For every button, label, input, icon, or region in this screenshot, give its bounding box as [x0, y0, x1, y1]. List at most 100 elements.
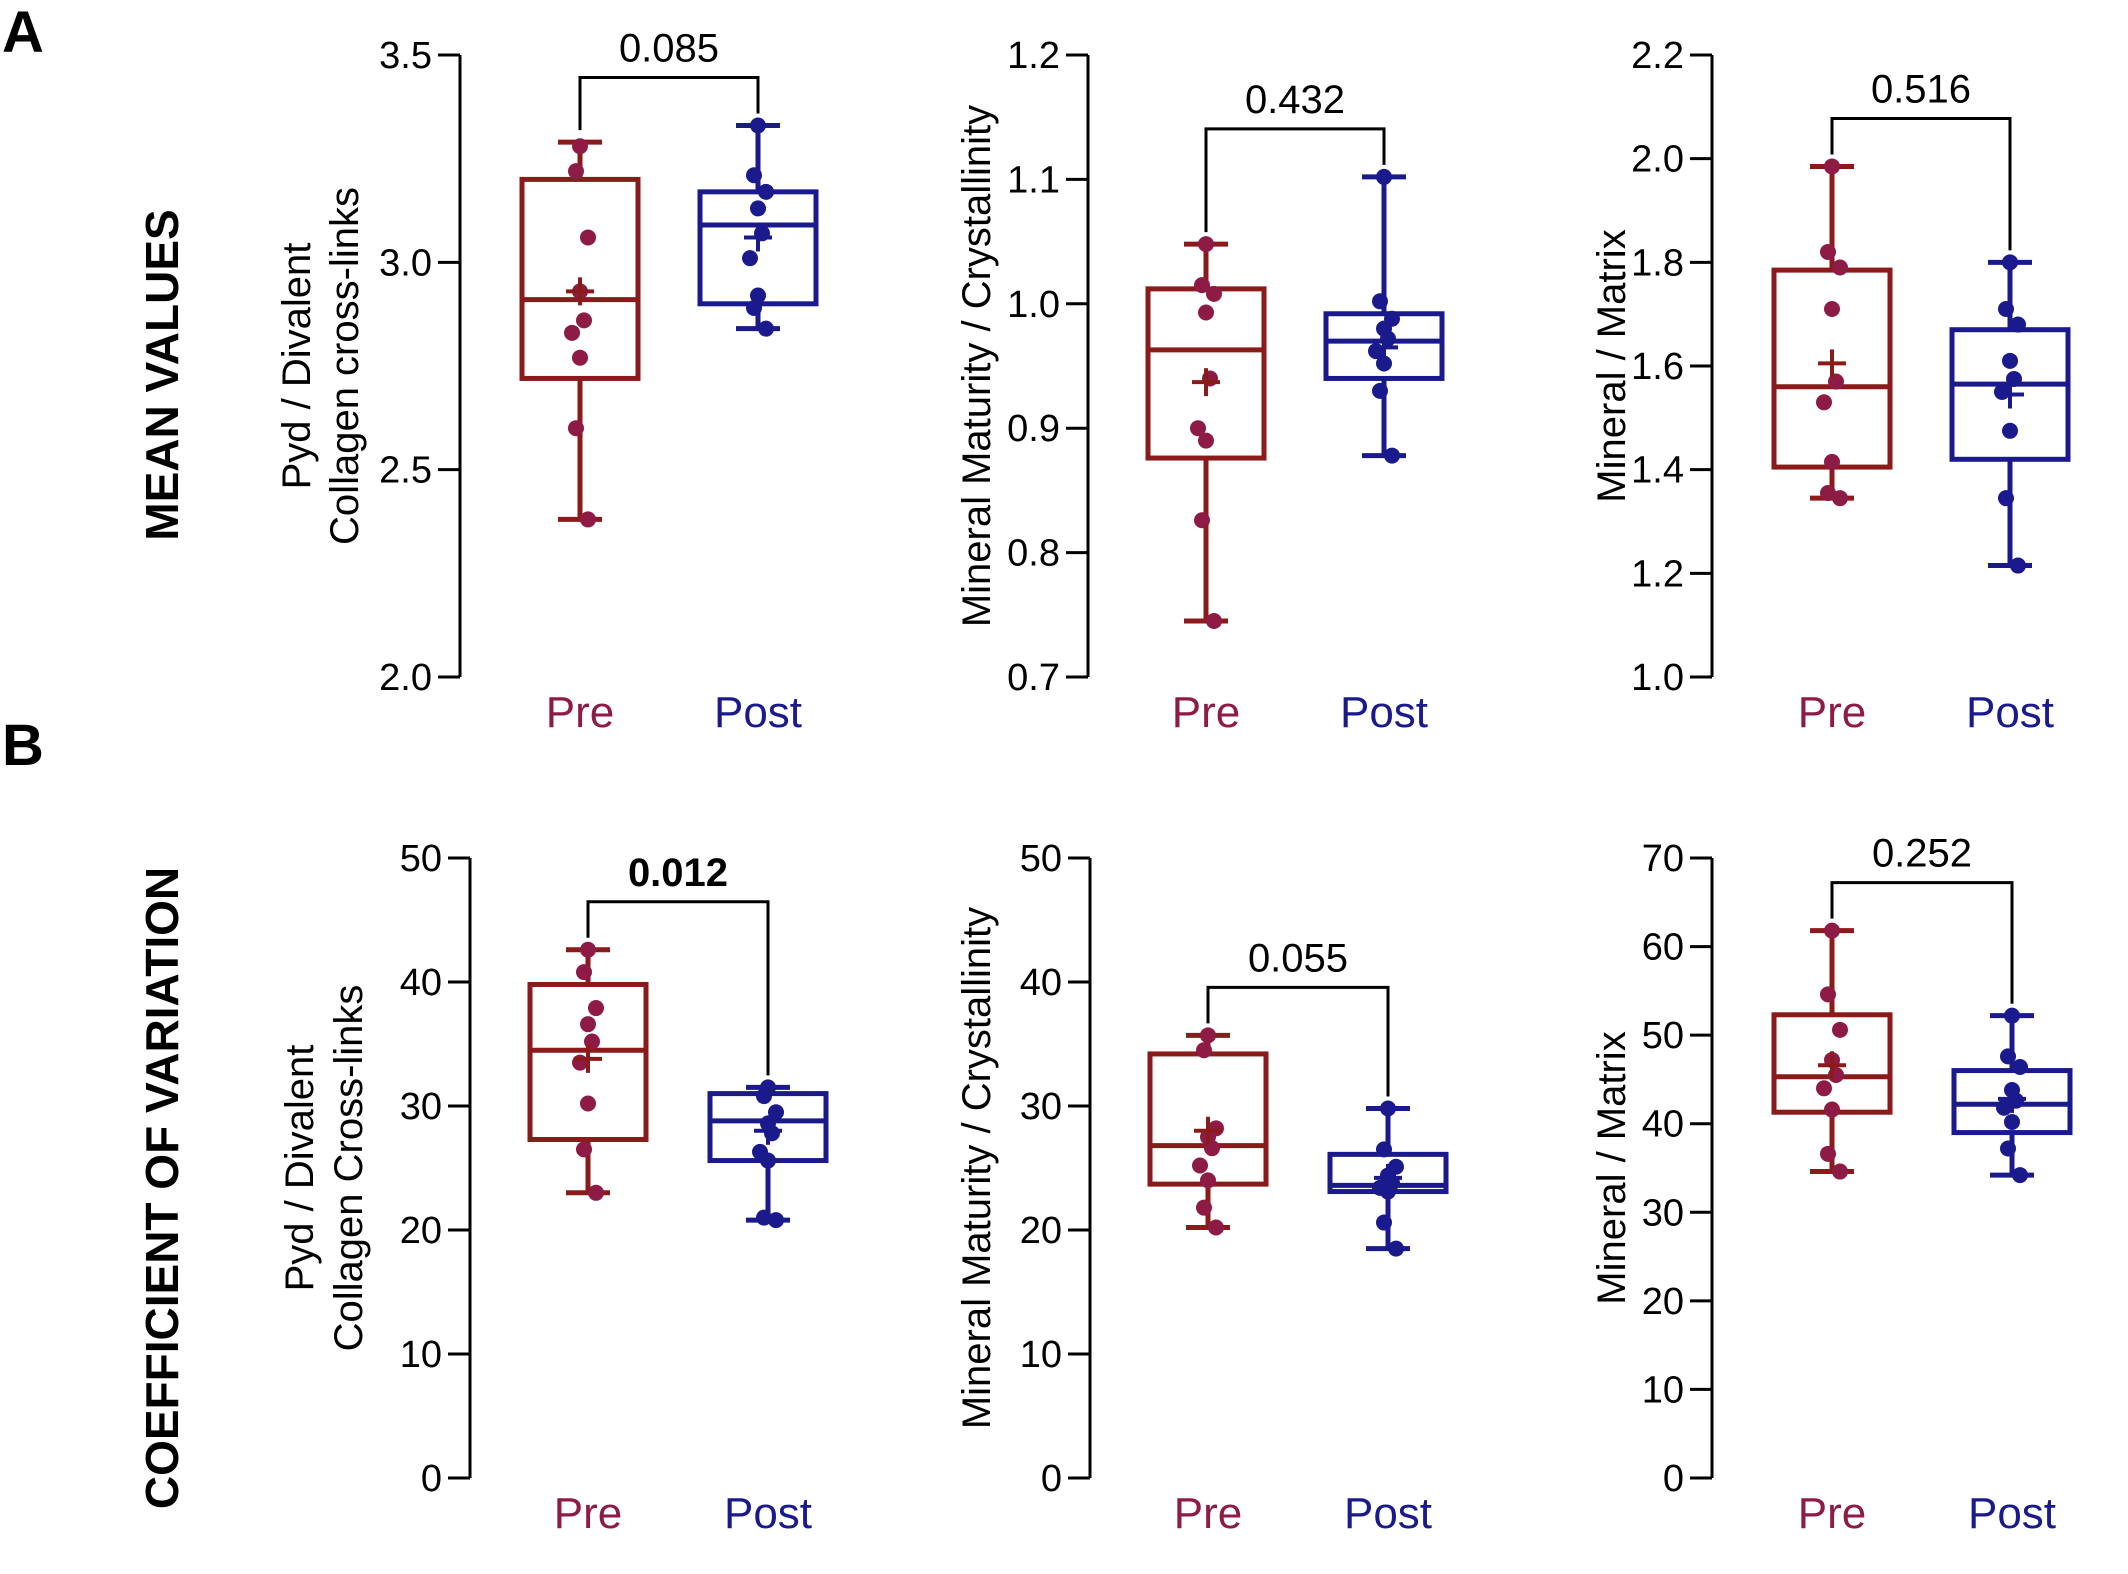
y-tick-label: 20	[400, 1210, 442, 1252]
data-point	[1208, 1219, 1224, 1236]
x-category-label-post: Post	[1340, 688, 1428, 737]
data-point	[1198, 432, 1214, 449]
data-point	[742, 250, 758, 267]
series-pre	[527, 941, 649, 1201]
data-point	[2004, 1113, 2020, 1130]
series-pre	[1145, 236, 1267, 630]
data-point	[1198, 304, 1214, 321]
data-point	[1190, 420, 1206, 437]
data-point	[1832, 490, 1848, 507]
data-point	[568, 420, 584, 437]
y-axis-label: Mineral / Matrix	[1590, 1031, 1634, 1304]
box-iqr	[1951, 1068, 2073, 1136]
data-point	[746, 167, 762, 184]
data-point	[580, 511, 596, 528]
y-tick-label: 2.0	[379, 657, 432, 699]
data-point	[588, 1184, 604, 1201]
data-point	[1206, 613, 1222, 630]
box-iqr	[1949, 327, 2071, 462]
data-point	[1820, 1145, 1836, 1162]
row-label-mean-values: MEAN VALUES	[136, 209, 188, 540]
data-point	[1832, 259, 1848, 276]
x-category-label-pre: Pre	[554, 1489, 622, 1538]
y-tick-label: 1.2	[1631, 553, 1684, 595]
chart-5: 0 10 20 30 40 50 Mineral Maturity / Crystallin…	[955, 838, 1449, 1538]
series-pre	[1771, 922, 1893, 1180]
data-point	[1384, 447, 1400, 464]
data-point	[580, 1016, 596, 1033]
p-value-label: 0.432	[1245, 78, 1345, 122]
significance-bracket	[1830, 881, 2014, 1004]
data-point	[1998, 490, 2014, 507]
data-point	[1824, 1101, 1840, 1118]
data-point	[1824, 922, 1840, 939]
data-point	[768, 1104, 784, 1121]
chart-4: 0 10 20 30 40 50 Pyd / Divalent Collagen Cross-…	[278, 838, 829, 1538]
data-point	[2002, 352, 2018, 369]
y-tick-label: 0	[1663, 1458, 1684, 1500]
data-point	[1200, 1172, 1216, 1189]
data-point	[1196, 1042, 1212, 1059]
y-tick-label: 0.7	[1007, 657, 1060, 699]
data-point	[580, 941, 596, 958]
data-point	[760, 1152, 776, 1169]
data-point	[750, 200, 766, 217]
data-point	[1824, 453, 1840, 470]
y-axis-label: Mineral / Matrix	[1590, 229, 1634, 502]
data-point	[756, 1209, 772, 1226]
y-tick-label: 50	[1642, 1015, 1684, 1057]
significance-bracket	[1204, 127, 1386, 233]
series-post	[1327, 1100, 1449, 1257]
y-tick-label: 1.1	[1007, 159, 1060, 201]
data-point	[1194, 512, 1210, 529]
data-point	[2004, 1007, 2020, 1024]
x-category-label-post: Post	[724, 1489, 812, 1538]
data-point	[1380, 1100, 1396, 1117]
data-point	[2002, 254, 2018, 271]
y-axis-label: Mineral Maturity / Crystallinity	[955, 907, 999, 1429]
chart-6: 0 10 20 30 40 50 60 70 Mineral / Matrix Pre Post 0.…	[1590, 832, 2073, 1538]
x-category-label-post: Post	[714, 688, 802, 737]
y-tick-label: 40	[1642, 1104, 1684, 1146]
data-point	[1196, 1199, 1212, 1216]
y-tick-label: 0.8	[1007, 533, 1060, 575]
y-tick-label: 1.0	[1631, 657, 1684, 699]
panel-letter-a: A	[2, 0, 44, 65]
y-axis-label: Pyd / Divalent	[278, 1045, 322, 1292]
data-point	[758, 320, 774, 337]
data-point	[1832, 1021, 1848, 1038]
y-tick-label: 1.8	[1631, 242, 1684, 284]
data-point	[1828, 373, 1844, 390]
data-point	[564, 324, 580, 341]
y-tick-label: 0	[1041, 1458, 1062, 1500]
significance-bracket	[1830, 116, 2012, 251]
series-post	[1323, 168, 1445, 464]
data-point	[2000, 1048, 2016, 1065]
data-point	[568, 163, 584, 180]
p-value-label: 0.085	[619, 26, 719, 70]
box-iqr	[527, 981, 649, 1142]
y-tick-label: 1.4	[1631, 450, 1684, 492]
data-point	[1206, 285, 1222, 302]
x-category-label-pre: Pre	[1798, 1489, 1866, 1538]
significance-bracket	[578, 75, 760, 131]
series-post	[697, 117, 819, 337]
significance-bracket	[1206, 985, 1390, 1097]
y-tick-label: 40	[400, 962, 442, 1004]
y-tick-label: 3.5	[379, 35, 432, 77]
y-tick-label: 1.2	[1007, 35, 1060, 77]
box-iqr	[519, 176, 641, 381]
y-axis-label: Collagen Cross-links	[327, 985, 371, 1352]
y-tick-label: 30	[1642, 1192, 1684, 1234]
y-axis-label: Pyd / Divalent	[275, 243, 319, 490]
data-point	[2012, 1167, 2028, 1184]
y-tick-label: 3.0	[379, 242, 432, 284]
y-tick-label: 1.6	[1631, 346, 1684, 388]
y-tick-label: 30	[400, 1086, 442, 1128]
series-pre	[519, 138, 641, 528]
y-tick-label: 1.0	[1007, 284, 1060, 326]
series-post	[707, 1079, 829, 1229]
data-point	[750, 117, 766, 134]
x-category-label-pre: Pre	[1798, 688, 1866, 737]
